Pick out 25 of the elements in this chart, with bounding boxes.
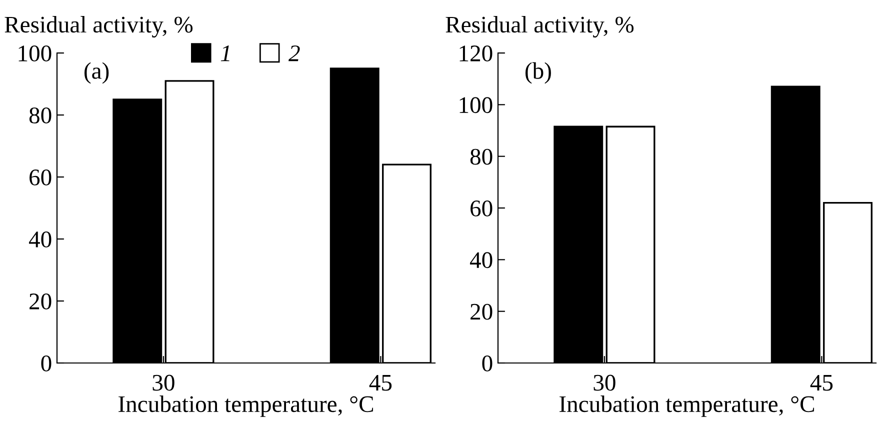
annotation: (b) [525, 62, 551, 84]
x-tick-label: 45 [810, 374, 833, 391]
y-tick-label: 120 [460, 45, 492, 62]
legend-label: 1 [220, 45, 230, 62]
y-tick-label: 0 [482, 355, 492, 372]
x-tick-label: 45 [369, 374, 392, 391]
y-tick-label: 60 [470, 200, 492, 216]
y-axis-title: Residual activity, % [446, 16, 634, 38]
y-tick-label: 60 [30, 169, 52, 186]
y-tick-label: 40 [470, 252, 492, 268]
y-tick-label: 100 [18, 45, 52, 62]
x-axis-title: Incubation temperature, °C [118, 396, 373, 417]
y-tick-label: 100 [460, 97, 492, 114]
x-tick-label: 30 [152, 374, 174, 391]
y-tick-label: 0 [41, 355, 52, 372]
y-tick-label: 20 [470, 304, 492, 320]
y-tick-label: 80 [470, 148, 492, 165]
legend-label: 2 [288, 45, 300, 62]
x-tick-label: 30 [594, 374, 616, 391]
y-axis-title: Residual activity, % [4, 16, 193, 38]
annotation: (a) [84, 62, 109, 84]
x-axis-title: Incubation temperature, °C [560, 396, 814, 417]
y-tick-label: 20 [30, 293, 52, 310]
y-tick-label: 40 [28, 231, 52, 248]
y-tick-label: 80 [29, 107, 52, 124]
